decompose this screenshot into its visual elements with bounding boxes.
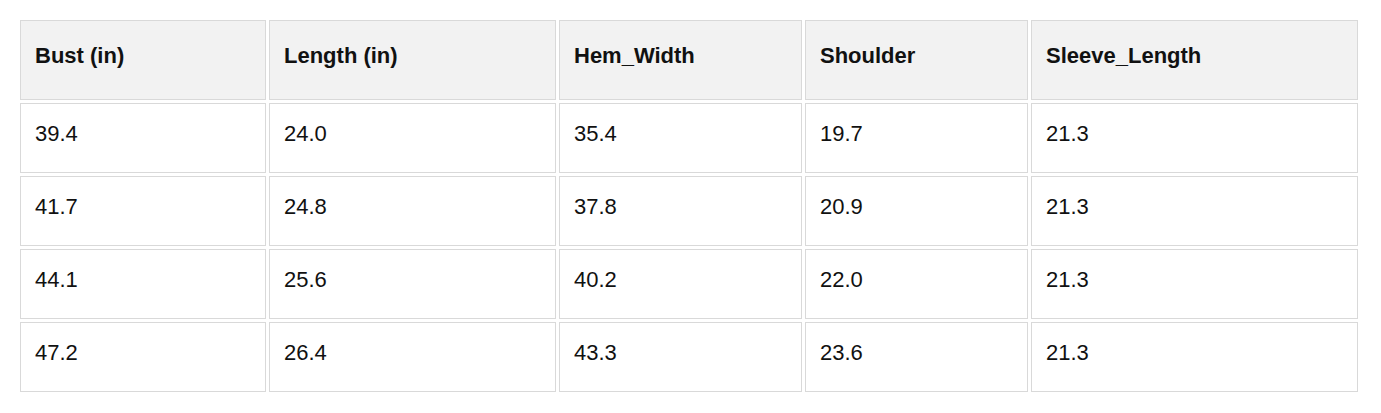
table-cell: 21.3 xyxy=(1031,176,1358,246)
table-cell: 25.6 xyxy=(269,249,556,319)
column-header-length-in: Length (in) xyxy=(269,20,556,100)
measurements-table: Bust (in)Length (in)Hem_WidthShoulderSle… xyxy=(17,17,1361,395)
table-row: 39.424.035.419.721.3 xyxy=(20,103,1358,173)
table-cell: 43.3 xyxy=(559,322,802,392)
table-cell: 26.4 xyxy=(269,322,556,392)
table-cell: 19.7 xyxy=(805,103,1028,173)
table-cell: 37.8 xyxy=(559,176,802,246)
column-header-shoulder: Shoulder xyxy=(805,20,1028,100)
column-header-bust-in: Bust (in) xyxy=(20,20,266,100)
table-row: 44.125.640.222.021.3 xyxy=(20,249,1358,319)
table-cell: 44.1 xyxy=(20,249,266,319)
table-cell: 24.0 xyxy=(269,103,556,173)
table-row: 41.724.837.820.921.3 xyxy=(20,176,1358,246)
table-cell: 21.3 xyxy=(1031,322,1358,392)
page: Bust (in)Length (in)Hem_WidthShoulderSle… xyxy=(0,17,1381,395)
table-cell: 39.4 xyxy=(20,103,266,173)
table-cell: 22.0 xyxy=(805,249,1028,319)
table-cell: 21.3 xyxy=(1031,249,1358,319)
table-cell: 23.6 xyxy=(805,322,1028,392)
table-cell: 41.7 xyxy=(20,176,266,246)
table-cell: 21.3 xyxy=(1031,103,1358,173)
table-header-row: Bust (in)Length (in)Hem_WidthShoulderSle… xyxy=(20,20,1358,100)
column-header-hem-width: Hem_Width xyxy=(559,20,802,100)
table-row: 47.226.443.323.621.3 xyxy=(20,322,1358,392)
table-body: 39.424.035.419.721.341.724.837.820.921.3… xyxy=(20,103,1358,392)
table-cell: 47.2 xyxy=(20,322,266,392)
table-cell: 20.9 xyxy=(805,176,1028,246)
table-cell: 40.2 xyxy=(559,249,802,319)
column-header-sleeve-length: Sleeve_Length xyxy=(1031,20,1358,100)
table-cell: 35.4 xyxy=(559,103,802,173)
table-cell: 24.8 xyxy=(269,176,556,246)
